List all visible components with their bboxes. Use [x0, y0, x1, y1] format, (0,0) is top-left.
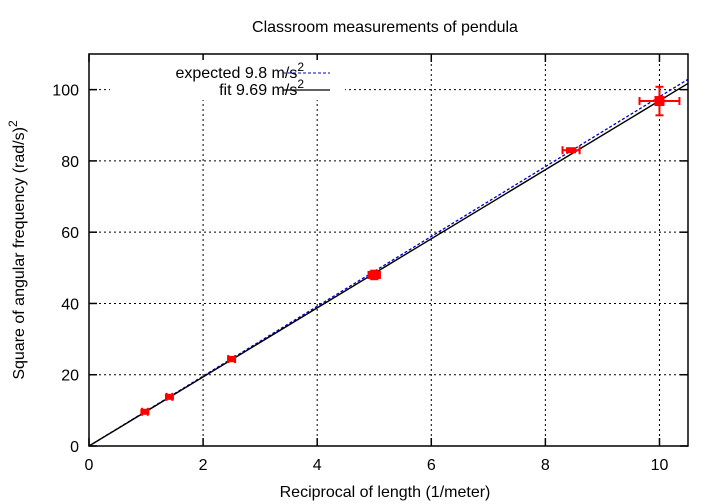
legend: expected 9.8 m/s2 fit 9.69 m/s2: [110, 60, 345, 100]
x-tick-label: 4: [313, 457, 322, 474]
y-axis-label-text: Square of angular frequency (rad/s): [11, 127, 28, 380]
legend-fit-text: fit 9.69 m/s: [219, 82, 297, 99]
y-axis-label-superscript: 2: [6, 120, 20, 127]
data-point: [227, 355, 237, 364]
x-tick-label: 8: [541, 457, 550, 474]
legend-bg: [110, 60, 345, 100]
y-tick-label: 60: [61, 225, 79, 242]
legend-expected-label: expected 9.8 m/s2: [175, 60, 304, 82]
fit-lines: [88, 78, 689, 447]
x-tick-label: 6: [427, 457, 436, 474]
line-fit: [88, 82, 689, 447]
y-tick-label: 100: [52, 83, 79, 100]
legend-expected-sup: 2: [297, 60, 304, 74]
x-axis-label: Reciprocal of length (1/meter): [280, 484, 491, 501]
y-axis-label: Square of angular frequency (rad/s)2: [6, 120, 28, 380]
y-tick-label: 80: [61, 154, 79, 171]
y-tick-label: 20: [61, 368, 79, 385]
grid-lines: [89, 54, 688, 446]
x-tick-label: 0: [85, 457, 94, 474]
x-tick-label: 2: [199, 457, 208, 474]
data-point: [638, 85, 681, 117]
data-point: [164, 392, 174, 401]
legend-expected-text: expected 9.8 m/s: [175, 65, 297, 82]
y-tick-label: 40: [61, 296, 79, 313]
data-point: [140, 407, 150, 416]
chart-title: Classroom measurements of pendula: [252, 19, 518, 36]
y-tick-label: 0: [70, 439, 79, 456]
x-tick-label: 10: [651, 457, 669, 474]
axis-ticks: [88, 54, 688, 447]
plot-frame: [88, 53, 689, 447]
data-point: [367, 269, 381, 281]
legend-fit-label: fit 9.69 m/s2: [219, 77, 304, 99]
y-axis-label-group: Square of angular frequency (rad/s)2: [6, 120, 28, 380]
data-point: [561, 146, 581, 155]
legend-fit-sup: 2: [297, 77, 304, 91]
data-points: [140, 85, 681, 416]
